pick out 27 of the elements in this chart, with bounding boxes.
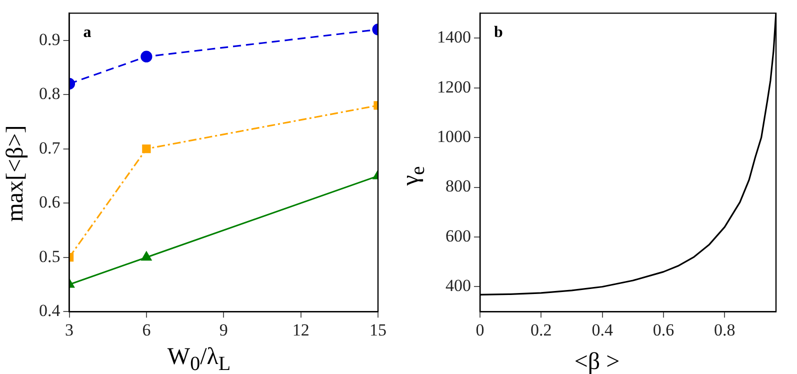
x-axis-title: <β >: [573, 349, 621, 374]
y-tick-label: 800: [446, 176, 471, 196]
y-tick-label: 0.4: [39, 301, 61, 320]
x-tick-label: 15: [370, 320, 386, 340]
annotation: a: [83, 24, 92, 42]
x-tick-label: 12: [292, 320, 310, 340]
y-tick-label: 400: [446, 276, 471, 296]
y-tick-label: 0.8: [39, 84, 60, 104]
x-tick-label: 0.2: [530, 320, 552, 340]
x-tick-label: 0.8: [714, 320, 736, 340]
y-tick-label: 1000: [437, 127, 471, 146]
annotation: b: [494, 24, 503, 42]
x-tick-label: 9: [219, 320, 228, 340]
y-tick-label: 0.5: [39, 246, 60, 266]
y-tick-label: 0.9: [39, 30, 60, 49]
x-tick-label: 0.6: [652, 320, 674, 340]
y-tick-label: 1200: [437, 77, 471, 96]
x-tick-label: 0: [476, 320, 484, 340]
x-axis-title: W$_{0}$/λ$_{L}$: [166, 344, 232, 374]
x-tick-label: 0.4: [592, 320, 614, 340]
y-tick-label: 0.6: [39, 192, 60, 212]
y-tick-label: 600: [446, 226, 471, 246]
x-tick-label: 6: [142, 320, 151, 340]
x-tick-label: 3: [65, 320, 74, 340]
y-axis-title: max[<β>]: [2, 124, 30, 224]
y-tick-label: 0.7: [39, 138, 61, 158]
y-tick-label: 1400: [437, 28, 471, 47]
